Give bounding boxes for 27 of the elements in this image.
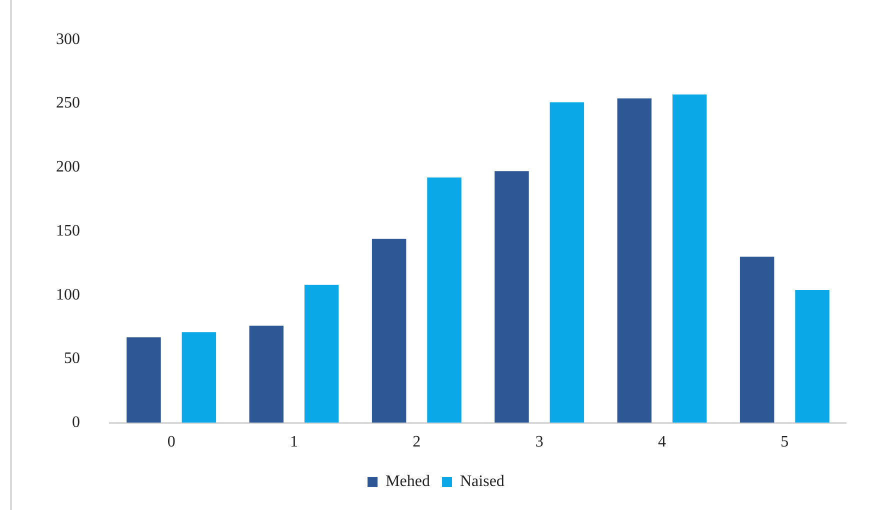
bar: [550, 102, 584, 423]
bar: [795, 290, 830, 423]
legend-label: Naised: [460, 473, 504, 490]
y-tick-label: 300: [56, 30, 80, 48]
bar: [672, 94, 707, 423]
x-tick-label: 1: [290, 434, 298, 451]
bar: [372, 238, 406, 423]
y-tick-label: 0: [72, 414, 80, 432]
x-tick-label: 4: [658, 434, 666, 451]
bar: [617, 98, 652, 423]
x-tick-label: 0: [167, 434, 176, 451]
y-tick-label: 200: [56, 158, 80, 176]
y-tick-label: 50: [64, 350, 80, 368]
x-tick-label: 3: [535, 434, 544, 451]
x-tick-label: 5: [780, 434, 789, 451]
bar: [427, 178, 462, 423]
legend-label: Mehed: [386, 473, 430, 490]
bar: [304, 284, 339, 423]
x-tick-label: 2: [412, 434, 421, 451]
y-tick-label: 100: [56, 286, 80, 304]
bar: [494, 171, 529, 423]
y-tick-label: 250: [56, 94, 80, 112]
bar: [249, 326, 284, 423]
bar: [126, 337, 161, 423]
y-tick-label: 150: [56, 222, 80, 240]
bar: [740, 256, 774, 423]
bar: [182, 332, 216, 423]
